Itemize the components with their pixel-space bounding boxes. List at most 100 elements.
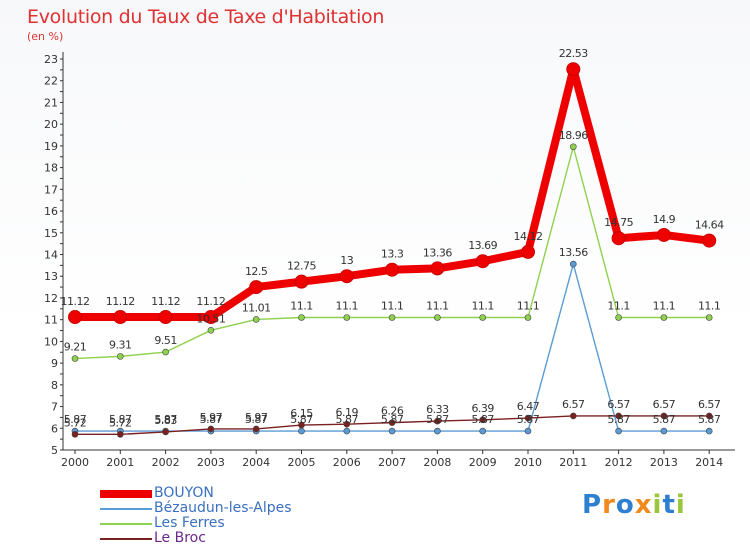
data-label-bouyon: 11.12 <box>196 295 225 308</box>
data-point-les-ferres <box>207 327 215 334</box>
y-tick-label: 17 <box>44 183 58 196</box>
data-label-bouyon: 14.12 <box>514 230 543 243</box>
data-point-bouyon <box>68 310 82 325</box>
data-label-le-broc: 6.57 <box>653 398 676 411</box>
data-label-les-ferres: 9.51 <box>154 334 177 347</box>
data-point-les-ferres <box>524 314 532 321</box>
x-tick-label: 2001 <box>106 456 134 469</box>
data-point-bezaudun-les-alpes <box>298 427 305 435</box>
data-point-bouyon <box>702 233 717 248</box>
data-label-bouyon: 14.64 <box>695 219 724 232</box>
data-point-bezaudun-les-alpes <box>660 427 668 435</box>
data-point-bouyon <box>430 261 445 276</box>
data-label-bezaudun-les-alpes: 5.87 <box>607 413 630 426</box>
data-label-le-broc: 5.97 <box>200 411 223 424</box>
logo-letter: t <box>662 490 676 520</box>
data-label-bezaudun-les-alpes: 5.87 <box>381 413 404 426</box>
data-label-le-broc: 5.72 <box>109 416 132 429</box>
data-label-les-ferres: 11.1 <box>336 299 359 312</box>
data-label-le-broc: 6.57 <box>607 398 630 411</box>
data-label-le-broc: 6.57 <box>562 398 585 411</box>
data-label-bouyon: 13 <box>340 254 353 267</box>
legend-label: Le Broc <box>154 530 206 546</box>
data-point-bouyon <box>113 310 128 325</box>
data-point-bouyon <box>294 274 309 289</box>
data-point-bezaudun-les-alpes <box>388 427 396 435</box>
data-label-bezaudun-les-alpes: 5.87 <box>64 413 87 426</box>
data-point-les-ferres <box>298 314 305 321</box>
data-point-le-broc <box>252 425 260 433</box>
y-tick-label: 23 <box>44 53 58 66</box>
data-point-le-broc <box>71 431 79 438</box>
y-tick-label: 15 <box>44 227 58 240</box>
data-label-bouyon: 13.3 <box>381 248 404 261</box>
logo-letter: o <box>615 490 635 520</box>
data-label-bouyon: 14.75 <box>604 216 633 229</box>
y-tick-label: 9 <box>51 357 58 370</box>
logo-letter: P <box>582 490 603 520</box>
logo-letter: i <box>652 490 663 520</box>
data-label-les-ferres: 11.1 <box>698 299 721 312</box>
data-label-bezaudun-les-alpes: 5.87 <box>200 413 223 426</box>
data-point-bezaudun-les-alpes <box>343 427 351 435</box>
data-point-bezaudun-les-alpes <box>615 427 622 435</box>
data-point-le-broc <box>569 412 577 420</box>
x-tick-label: 2008 <box>423 456 451 469</box>
data-point-le-broc <box>434 417 441 425</box>
data-label-bezaudun-les-alpes: 5.87 <box>336 413 359 426</box>
data-point-le-broc <box>162 428 169 436</box>
data-label-bouyon: 14.9 <box>653 213 676 226</box>
legend-label: Les Ferres <box>154 515 225 531</box>
data-label-le-broc: 5.83 <box>154 414 177 427</box>
logo-letter: x <box>634 490 653 520</box>
data-point-bezaudun-les-alpes <box>569 260 577 268</box>
x-tick-label: 2004 <box>242 456 270 469</box>
data-label-bouyon: 13.36 <box>423 246 452 259</box>
data-label-les-ferres: 11.01 <box>242 301 271 314</box>
data-label-bezaudun-les-alpes: 5.87 <box>290 413 313 426</box>
data-point-bouyon <box>656 227 671 242</box>
x-tick-label: 2010 <box>514 456 542 469</box>
x-tick-label: 2012 <box>605 456 633 469</box>
data-label-le-broc: 6.39 <box>471 402 494 415</box>
data-point-le-broc <box>705 412 713 420</box>
legend-swatch <box>100 523 152 525</box>
data-label-bouyon: 12.5 <box>245 265 268 278</box>
data-point-le-broc <box>117 431 124 438</box>
data-point-bouyon <box>249 280 264 295</box>
data-point-le-broc <box>479 416 487 424</box>
data-label-les-ferres: 10.51 <box>196 312 225 325</box>
data-point-les-ferres <box>705 314 713 321</box>
chart-subtitle: (en %) <box>27 30 64 43</box>
data-point-bouyon <box>566 62 581 77</box>
data-label-bezaudun-les-alpes: 5.87 <box>471 413 494 426</box>
data-label-le-broc: 6.26 <box>381 405 404 418</box>
legend-swatch <box>100 508 152 510</box>
y-tick-label: 5 <box>51 444 58 457</box>
data-point-les-ferres <box>252 316 260 323</box>
data-label-le-broc: 6.19 <box>336 406 359 419</box>
data-label-le-broc: 6.15 <box>290 407 313 420</box>
data-point-bouyon <box>385 262 400 277</box>
data-label-bouyon: 11.12 <box>106 295 135 308</box>
data-point-le-broc <box>207 425 215 433</box>
x-tick-label: 2005 <box>288 456 316 469</box>
data-label-le-broc: 5.72 <box>64 416 87 429</box>
x-tick-label: 2009 <box>469 456 497 469</box>
data-point-le-broc <box>615 412 622 420</box>
chart-title: Evolution du Taux de Taxe d'Habitation <box>27 6 385 28</box>
data-label-les-ferres: 11.1 <box>381 299 404 312</box>
y-tick-label: 8 <box>51 379 58 392</box>
legend-swatch <box>100 538 152 540</box>
data-label-bezaudun-les-alpes: 5.87 <box>426 413 449 426</box>
data-point-bouyon <box>521 244 535 259</box>
series-line-bouyon <box>71 65 714 322</box>
x-tick-label: 2013 <box>650 456 678 469</box>
data-point-le-broc <box>388 419 396 426</box>
data-point-les-ferres <box>71 355 79 362</box>
data-label-les-ferres: 11.1 <box>290 299 313 312</box>
data-point-bezaudun-les-alpes <box>434 427 441 435</box>
data-label-les-ferres: 9.31 <box>109 338 132 351</box>
x-tick-label: 2014 <box>695 456 723 469</box>
y-tick-label: 6 <box>51 422 58 435</box>
